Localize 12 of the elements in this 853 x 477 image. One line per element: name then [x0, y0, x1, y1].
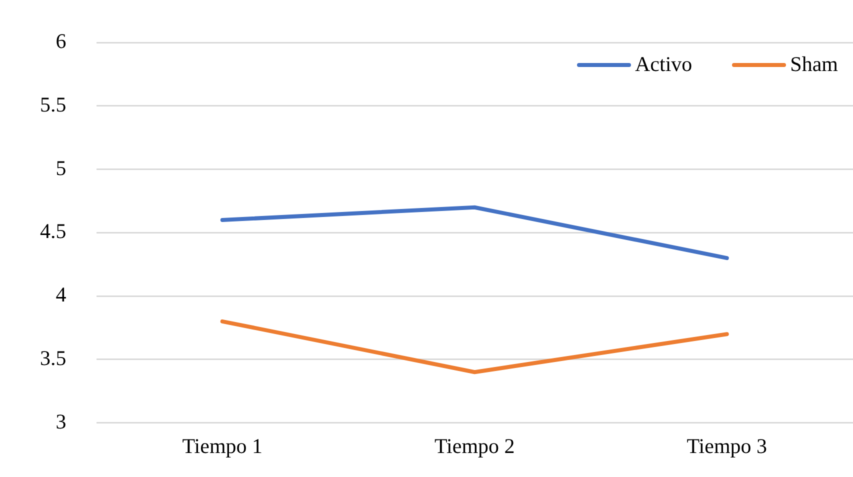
x-tick-label: Tiempo 1 [182, 434, 263, 458]
y-tick-label: 6 [56, 29, 66, 54]
y-tick-label: 3.5 [40, 346, 66, 370]
y-tick-label: 5 [56, 156, 66, 180]
legend-label: Activo [635, 52, 692, 77]
x-tick-label: Tiempo 2 [434, 434, 515, 458]
y-tick-label: 5.5 [40, 92, 66, 116]
y-tick-label: 4.5 [40, 219, 66, 244]
y-tick-label: 4 [56, 282, 67, 307]
y-tick-label: 3 [56, 409, 66, 434]
x-tick-label: Tiempo 3 [686, 434, 768, 458]
legend-label: Sham [790, 52, 838, 77]
